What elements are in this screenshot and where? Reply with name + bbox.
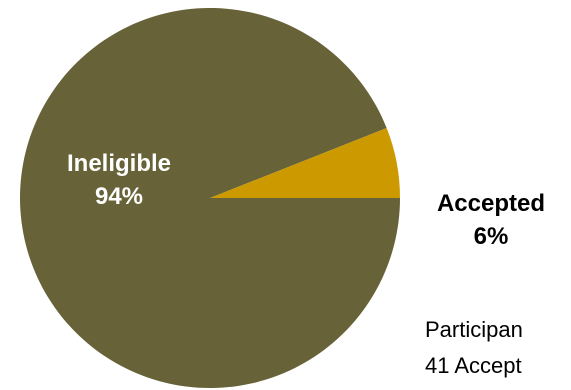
slice-label-ineligible: Ineligible 94% xyxy=(40,147,198,213)
note-accepted-count: 41 Accept xyxy=(425,353,522,378)
note-participants: Participan xyxy=(425,317,523,342)
slice-name-accepted: Accepted xyxy=(436,190,546,217)
slice-percent-accepted: 6% xyxy=(473,223,509,250)
slice-name-ineligible: Ineligible xyxy=(66,150,171,177)
slice-percent-ineligible: 94% xyxy=(94,183,144,210)
pie-slice-accepted xyxy=(210,128,400,198)
slice-label-accepted: Accepted 6% xyxy=(416,187,566,253)
pie-slice-ineligible xyxy=(20,8,401,389)
